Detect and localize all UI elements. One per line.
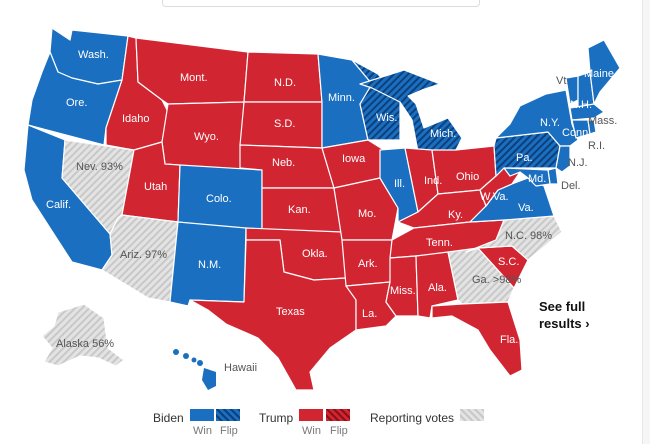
state-nj[interactable] [555,145,571,173]
state-mo[interactable] [333,177,399,241]
state-ar[interactable] [341,239,393,287]
map-legend: Biden Win Flip Trump Win Flip Reporting … [0,405,650,444]
state-ks[interactable] [261,187,343,233]
legend-reporting-swatch [460,409,484,421]
search-box-edge [162,0,480,7]
label-ri: R.I. [588,140,605,152]
legend-reporting-label: Reporting votes [370,411,455,425]
legend-trump-flip-text: Flip [330,425,348,437]
state-ny[interactable] [495,89,579,147]
legend-trump-win-text: Win [302,425,321,437]
legend-biden-flip-swatch [216,409,240,421]
state-ma[interactable] [569,103,605,121]
legend-biden-label: Biden [153,411,184,425]
state-hi[interactable] [173,349,216,390]
state-sd[interactable] [239,101,323,149]
state-nd[interactable] [243,51,323,103]
label-de: Del. [561,180,581,192]
state-me[interactable] [587,39,621,105]
state-co[interactable] [177,164,263,233]
state-wy[interactable] [161,101,245,171]
state-nc[interactable] [465,215,563,261]
label-nj: N.J. [568,157,588,169]
state-ms[interactable] [385,255,419,317]
state-ri[interactable] [587,119,597,135]
legend-trump-flip-swatch [326,409,350,421]
legend-biden-win-text: Win [193,425,212,437]
scrollbar[interactable] [642,0,650,444]
see-full-results-link[interactable]: See full results › [539,298,607,332]
label-hi: Hawaii [224,362,257,374]
legend-biden-win-swatch [190,409,214,421]
state-mi[interactable] [359,69,463,153]
state-ak[interactable] [41,303,125,367]
legend-trump-win-swatch [299,409,323,421]
legend-biden-flip-text: Flip [220,425,238,437]
state-az[interactable] [101,214,179,303]
state-tx[interactable] [189,239,357,391]
legend-trump-label: Trump [259,411,294,425]
state-fl[interactable] [431,301,523,377]
see-full-results-label: See full results › [539,299,590,331]
state-md[interactable] [503,167,551,187]
state-nm[interactable] [169,221,247,307]
